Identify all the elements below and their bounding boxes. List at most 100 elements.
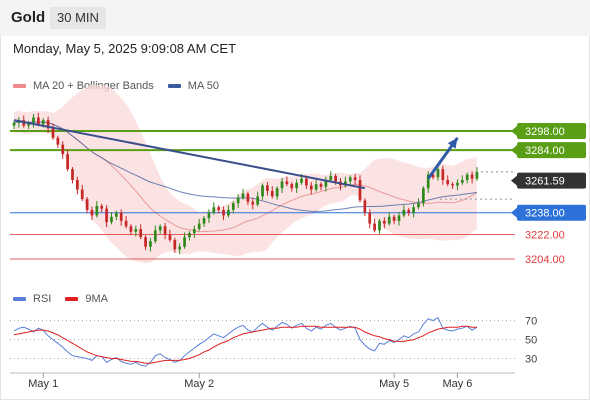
candle	[275, 186, 279, 200]
candle	[363, 198, 367, 217]
candle	[348, 175, 352, 185]
candle-body	[368, 212, 372, 224]
candle	[227, 205, 230, 218]
candle	[134, 225, 138, 237]
candle	[12, 120, 16, 130]
candle-body	[124, 220, 128, 227]
candle	[446, 175, 450, 187]
candle-body	[183, 237, 186, 247]
rsi-tick-label: 30	[525, 354, 537, 366]
candle-body	[27, 122, 30, 126]
candle-body	[222, 209, 225, 216]
candle	[441, 165, 445, 185]
candle	[256, 191, 260, 207]
candle	[241, 188, 245, 200]
time-tick-label: May 5	[379, 378, 409, 390]
ma50-swatch	[167, 84, 181, 88]
level-label-2-box	[517, 204, 586, 221]
level-label-2-pointer	[511, 207, 517, 218]
candle	[456, 179, 459, 191]
candle-body	[212, 207, 216, 213]
candle	[163, 222, 167, 240]
candle	[421, 186, 425, 207]
level-label-1: 3284.00	[511, 142, 586, 159]
level-label-0-box	[517, 123, 586, 140]
candle	[358, 175, 362, 203]
candle-body	[119, 212, 123, 221]
candle-body	[334, 175, 337, 182]
candle	[285, 176, 289, 187]
candle-body	[110, 216, 113, 223]
candle-body	[460, 180, 464, 183]
candle	[426, 171, 430, 193]
candle	[387, 212, 391, 226]
candle	[465, 172, 469, 184]
candle	[290, 182, 294, 192]
candle	[246, 191, 250, 206]
datetime-label: Monday, May 5, 2025 9:09:08 AM CET	[13, 41, 237, 56]
rsi-ma-line	[13, 325, 477, 364]
candle-body	[173, 239, 177, 250]
candle-body	[46, 120, 50, 129]
candle-body	[431, 174, 435, 178]
level-label-2: 3238.00	[511, 204, 586, 221]
candle	[75, 176, 79, 195]
candle	[470, 171, 474, 184]
candle	[251, 198, 255, 210]
candle-body	[387, 216, 391, 224]
candle	[207, 209, 211, 223]
candle-body	[280, 181, 284, 189]
rsi-legend: RSI 9MA	[13, 293, 108, 305]
candle-body	[256, 196, 260, 205]
candle-body	[37, 117, 40, 125]
candle-body	[134, 229, 138, 232]
candle	[460, 175, 464, 185]
bollinger-band-area	[14, 84, 477, 264]
candle-body	[270, 190, 274, 197]
candle	[46, 116, 50, 134]
candle-body	[373, 223, 376, 231]
last-price-label-box	[517, 172, 586, 189]
candle	[319, 182, 323, 191]
candle	[266, 182, 269, 196]
candle	[314, 179, 318, 192]
candle-body	[285, 181, 289, 185]
candle	[158, 224, 162, 234]
candle-body	[446, 180, 450, 185]
candle	[85, 197, 89, 214]
candle	[280, 177, 284, 193]
candle-body	[100, 205, 104, 209]
candle-body	[402, 209, 406, 216]
time-tick-label: May 1	[28, 378, 58, 390]
candle-body	[261, 185, 264, 197]
candle	[153, 225, 157, 244]
candle-body	[314, 184, 318, 190]
candle	[197, 218, 201, 232]
candle-body	[114, 212, 118, 217]
bollinger-swatch	[13, 84, 26, 88]
candle-body	[51, 128, 55, 138]
trendline	[13, 119, 366, 190]
timeframe-badge[interactable]: 30 MIN	[50, 7, 106, 29]
candle-body	[197, 223, 201, 230]
candle-body	[426, 174, 430, 189]
candle-body	[309, 185, 313, 190]
candle-body	[231, 203, 235, 210]
level-label-0-text: 3298.00	[525, 126, 565, 138]
candle-body	[139, 229, 143, 238]
candle	[305, 176, 308, 189]
candle-body	[470, 174, 474, 179]
ma50-legend-label: MA 50	[187, 80, 219, 92]
candle-body	[149, 241, 152, 247]
rsi-swatch	[13, 297, 26, 301]
level-label-1-box	[517, 142, 586, 159]
candle	[144, 235, 147, 251]
candle-body	[319, 184, 323, 187]
time-tick-label: May 6	[442, 378, 472, 390]
candle	[373, 218, 376, 233]
candle-body	[421, 188, 425, 204]
candle	[436, 167, 440, 181]
candle	[71, 167, 74, 184]
candle-body	[202, 218, 206, 224]
